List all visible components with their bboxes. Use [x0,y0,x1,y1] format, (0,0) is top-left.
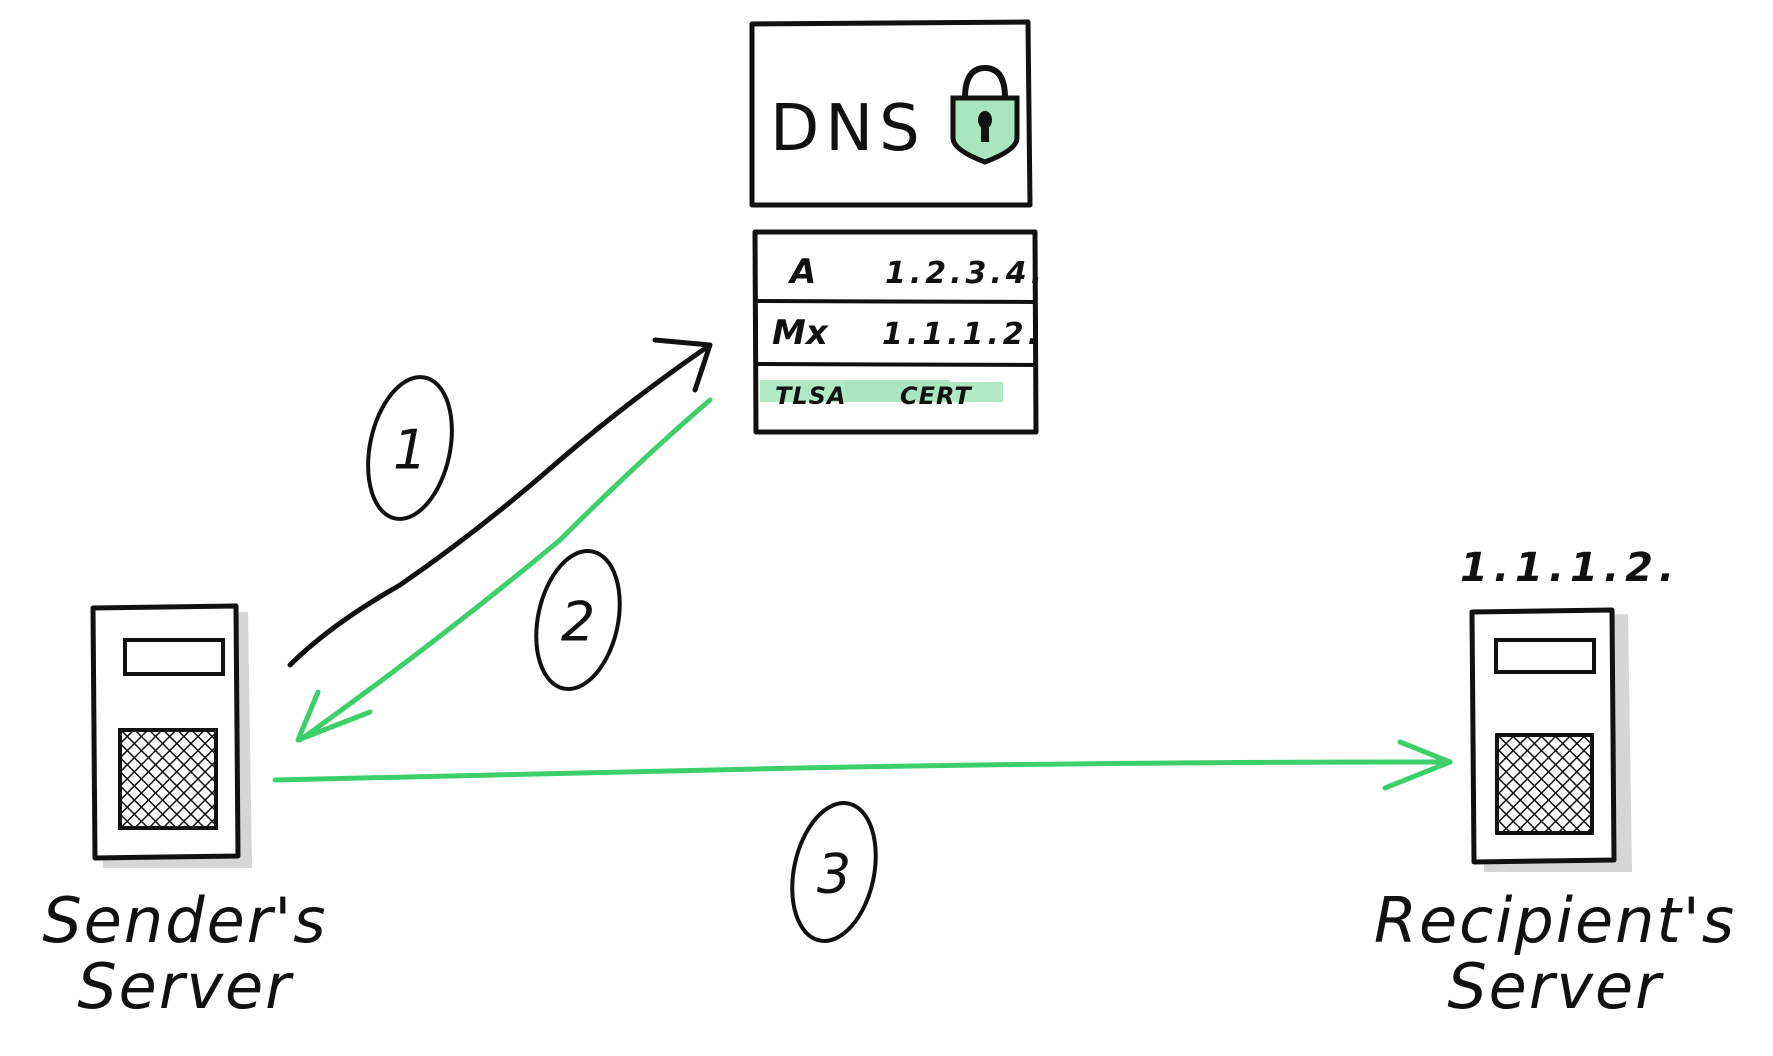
dns-title: DNS [770,92,926,166]
padlock-icon [950,64,1020,165]
sender-label-line2: Server [77,950,293,1023]
step-marker-2: 2 [534,549,622,691]
step-number-3: 3 [817,843,851,906]
recipient-server-icon [1469,607,1632,872]
recipient-ip: 1.1.1.2. [1460,545,1681,591]
dns-box: DNS [749,19,1033,208]
record-value-mx: 1.1.1.2. [882,317,1043,352]
step-number-2: 2 [561,591,595,654]
sender-server-label: Sender's Server [20,888,350,1020]
record-type-mx: Mx [772,313,829,353]
arrow-query [287,337,713,668]
dns-records-table: A 1.2.3.4. Mx 1.1.1.2. TLSA CERT [752,229,1046,435]
arrow-response [295,397,713,743]
record-value-a: 1.2.3.4. [885,256,1046,291]
step-number-1: 1 [393,419,427,482]
record-value-tlsa: CERT [900,382,972,410]
recipient-server-label: Recipient's Server [1350,888,1760,1020]
arrow-delivery [272,739,1453,791]
sender-label-line1: Sender's [42,884,328,957]
recipient-label-line1: Recipient's [1373,884,1737,957]
step-marker-1: 1 [366,375,454,521]
recipient-label-line2: Server [1447,950,1663,1023]
record-type-tlsa: TLSA [775,382,847,410]
record-type-a: A [787,252,816,292]
step-marker-3: 3 [790,801,878,943]
sender-server-icon [90,603,252,868]
